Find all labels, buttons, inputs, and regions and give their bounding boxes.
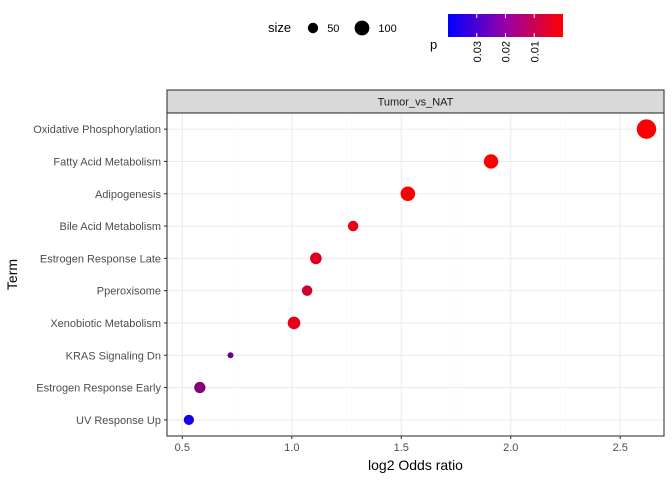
data-point (310, 252, 322, 265)
x-tick-label: 2.5 (613, 442, 628, 454)
y-tick-label: UV Response Up (76, 415, 161, 427)
y-tick-label: Bile Acid Metabolism (60, 221, 162, 233)
y-tick-label: Pperoxisome (97, 286, 161, 298)
panel-border (166, 112, 665, 437)
y-axis: Oxidative Phosphorylation Fatty Acid Meta… (33, 124, 167, 427)
y-tick-label: Xenobiotic Metabolism (50, 318, 161, 330)
data-point (636, 119, 657, 139)
facet-strip-label: Tumor_vs_NAT (378, 97, 454, 109)
data-point (400, 186, 416, 202)
grid-lines (167, 113, 664, 436)
y-tick-label: Fatty Acid Metabolism (53, 156, 161, 168)
panel-background (167, 113, 664, 436)
size-legend-title: size (268, 20, 291, 35)
data-point (227, 352, 234, 359)
facet-strip: Tumor_vs_NAT (166, 89, 665, 114)
size-legend-key (307, 22, 319, 34)
x-tick-label: 0.5 (175, 442, 190, 454)
y-axis-title: Term (4, 259, 20, 290)
y-tick-label: KRAS Signaling Dn (66, 350, 161, 362)
color-legend-tick-label: 0.02 (501, 41, 513, 62)
color-legend-tick-label: 0.03 (472, 41, 484, 62)
color-legend-title: p (430, 37, 437, 52)
points-layer (183, 119, 657, 425)
size-legend: size 50 100 (268, 20, 397, 36)
y-tick-label: Adipogenesis (95, 189, 162, 201)
data-point (183, 414, 194, 425)
size-legend-label: 50 (327, 23, 339, 35)
x-axis: 0.5 1.0 1.5 2.0 2.5 (175, 436, 628, 454)
color-legend-bar (448, 14, 563, 37)
size-legend-label: 100 (378, 23, 396, 35)
data-point (347, 220, 359, 232)
x-axis-title: log2 Odds ratio (368, 457, 463, 473)
size-legend-key (354, 20, 370, 36)
y-tick-label: Estrogen Response Early (36, 383, 161, 395)
data-point (194, 381, 206, 394)
plot-panel (166, 112, 665, 437)
y-tick-label: Estrogen Response Late (40, 253, 161, 265)
data-point (287, 316, 301, 330)
x-tick-label: 1.0 (284, 442, 299, 454)
color-legend-tick-label: 0.01 (529, 41, 541, 62)
data-point (483, 154, 499, 169)
data-point (301, 285, 313, 296)
y-tick-label: Oxidative Phosphorylation (33, 124, 161, 136)
p-color-legend: p 0.03 0.02 0.01 (430, 14, 563, 62)
x-tick-label: 2.0 (503, 442, 518, 454)
x-tick-label: 1.5 (394, 442, 409, 454)
